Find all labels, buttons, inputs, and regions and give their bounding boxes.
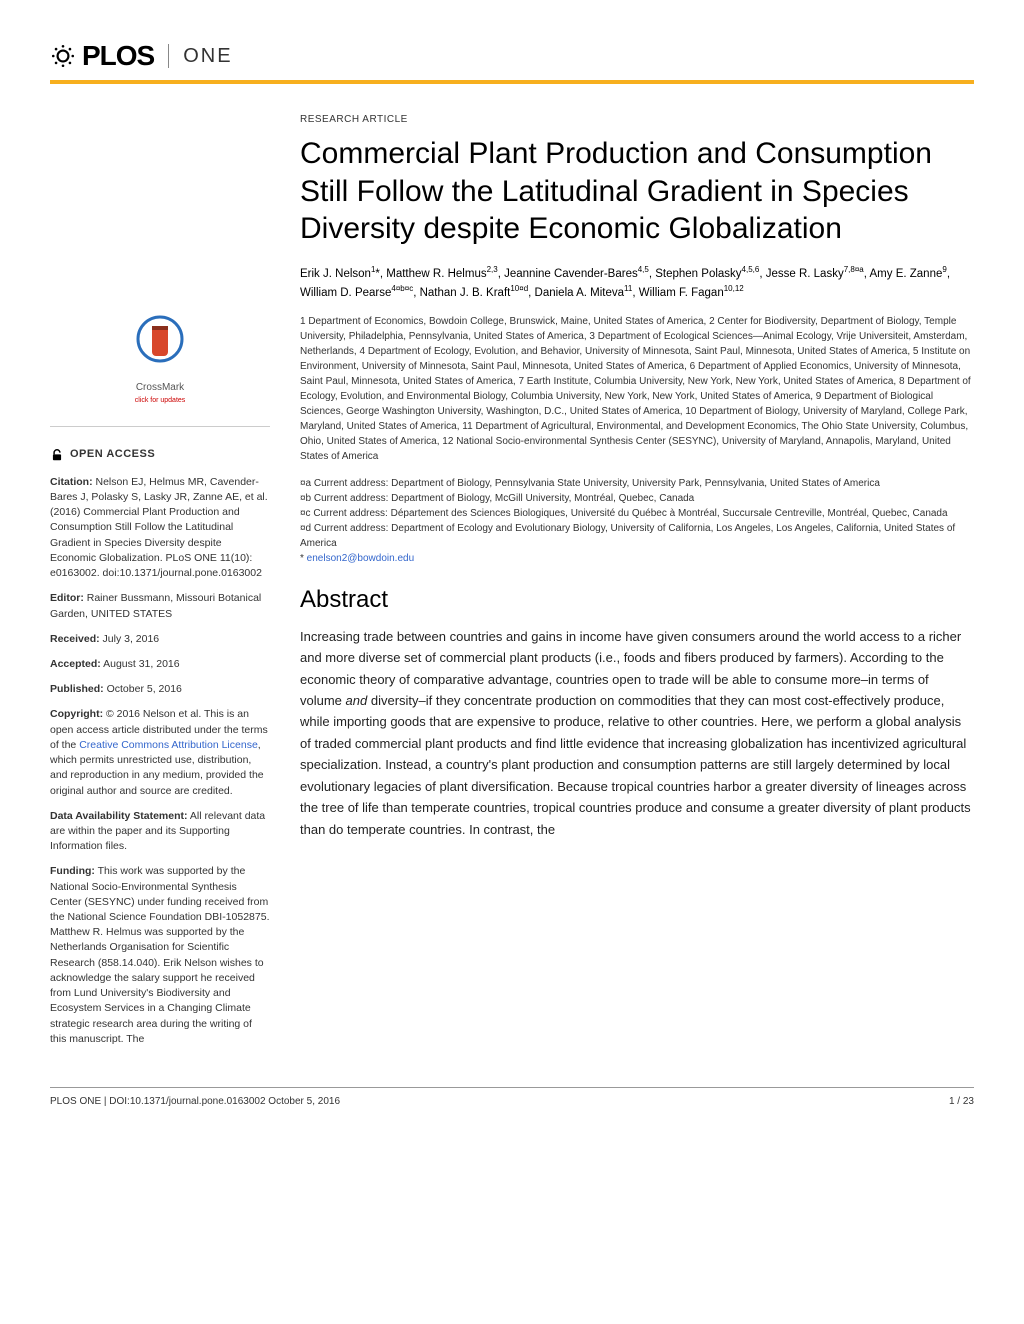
footer-right: 1 / 23 xyxy=(949,1096,974,1107)
funding-block: Funding: This work was supported by the … xyxy=(50,864,270,1047)
header-divider xyxy=(168,44,169,68)
data-availability-block: Data Availability Statement: All relevan… xyxy=(50,809,270,855)
footer-left: PLOS ONE | DOI:10.1371/journal.pone.0163… xyxy=(50,1096,340,1107)
crossmark-label: CrossMark xyxy=(50,381,270,396)
plos-logo: PLOS xyxy=(50,40,154,72)
affiliations: 1 Department of Economics, Bowdoin Colle… xyxy=(300,314,974,464)
current-addr-d: ¤d Current address: Department of Ecolog… xyxy=(300,521,974,551)
editor-block: Editor: Rainer Bussmann, Missouri Botani… xyxy=(50,591,270,621)
plos-brand: PLOS xyxy=(82,40,154,72)
lock-open-icon xyxy=(50,448,64,462)
abstract-heading: Abstract xyxy=(300,586,974,614)
current-addr-b: ¤b Current address: Department of Biolog… xyxy=(300,491,974,506)
authors-list: Erik J. Nelson1*, Matthew R. Helmus2,3, … xyxy=(300,264,974,302)
current-addr-a: ¤a Current address: Department of Biolog… xyxy=(300,476,974,491)
article-title: Commercial Plant Production and Consumpt… xyxy=(300,135,974,248)
main-content: RESEARCH ARTICLE Commercial Plant Produc… xyxy=(300,114,974,1057)
open-access-label: OPEN ACCESS xyxy=(70,447,155,463)
article-type: RESEARCH ARTICLE xyxy=(300,114,974,125)
open-access-badge: OPEN ACCESS xyxy=(50,447,270,463)
crossmark-icon xyxy=(135,314,185,374)
sidebar: CrossMark click for updates OPEN ACCESS … xyxy=(50,114,270,1057)
cc-license-link[interactable]: Creative Commons Attribution License xyxy=(79,739,258,751)
crossmark-badge[interactable]: CrossMark click for updates xyxy=(50,314,270,427)
journal-name: ONE xyxy=(183,45,232,68)
corresponding-email: * enelson2@bowdoin.edu xyxy=(300,551,974,566)
accepted-block: Accepted: August 31, 2016 xyxy=(50,657,270,672)
copyright-block: Copyright: © 2016 Nelson et al. This is … xyxy=(50,707,270,798)
abstract-text: Increasing trade between countries and g… xyxy=(300,626,974,840)
current-addr-c: ¤c Current address: Département des Scie… xyxy=(300,506,974,521)
crossmark-sublabel: click for updates xyxy=(50,396,270,406)
citation-block: Citation: Nelson EJ, Helmus MR, Cavender… xyxy=(50,475,270,582)
received-block: Received: July 3, 2016 xyxy=(50,632,270,647)
journal-header: PLOS ONE xyxy=(50,40,974,84)
plos-icon xyxy=(50,43,76,69)
published-block: Published: October 5, 2016 xyxy=(50,682,270,697)
email-link[interactable]: enelson2@bowdoin.edu xyxy=(307,553,414,564)
page-footer: PLOS ONE | DOI:10.1371/journal.pone.0163… xyxy=(50,1087,974,1107)
current-addresses: ¤a Current address: Department of Biolog… xyxy=(300,476,974,566)
